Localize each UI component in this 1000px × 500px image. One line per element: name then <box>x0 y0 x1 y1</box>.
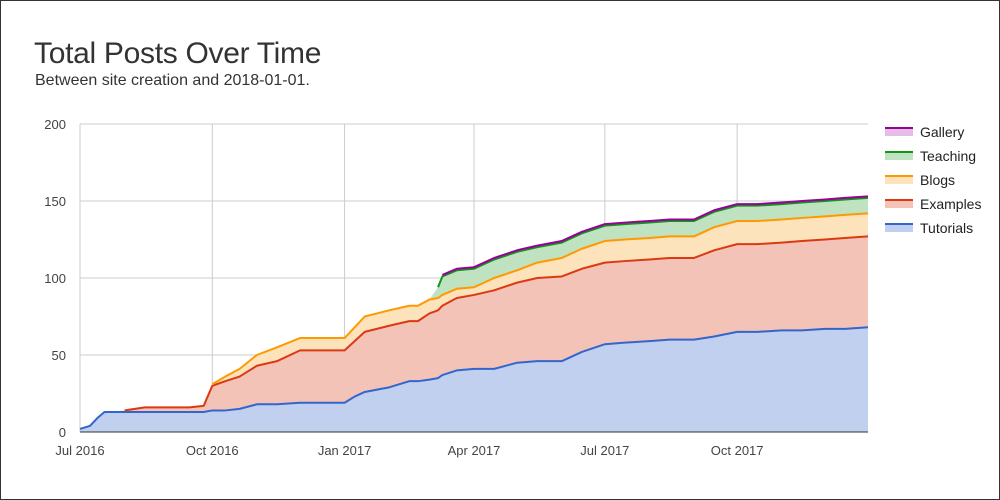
line-gallery <box>441 195 869 276</box>
x-tick-label: Jan 2017 <box>318 443 372 458</box>
y-tick-label: 0 <box>59 425 66 440</box>
chart-subtitle: Between site creation and 2018-01-01. <box>35 72 310 89</box>
legend-swatch-teaching <box>885 152 913 160</box>
y-tick-label: 50 <box>52 348 66 363</box>
legend-swatch-blogs <box>885 176 913 184</box>
legend-label-examples: Examples <box>920 196 981 212</box>
area-tutorials <box>80 327 868 432</box>
x-tick-label: Oct 2016 <box>186 443 239 458</box>
legend-label-tutorials: Tutorials <box>920 220 973 236</box>
legend-label-blogs: Blogs <box>920 172 955 188</box>
legend-label-teaching: Teaching <box>920 148 976 164</box>
x-tick-label: Apr 2017 <box>448 443 501 458</box>
chart-title: Total Posts Over Time <box>34 37 322 70</box>
x-tick-label: Jul 2016 <box>55 443 104 458</box>
legend-swatch-gallery <box>885 128 913 136</box>
y-tick-label: 200 <box>44 117 66 132</box>
area-examples <box>80 236 868 429</box>
y-tick-label: 100 <box>44 271 66 286</box>
line-examples <box>124 235 869 412</box>
x-tick-label: Oct 2017 <box>711 443 764 458</box>
legend-swatch-examples <box>885 200 913 208</box>
legend-swatch-tutorials <box>885 224 913 232</box>
line-tutorials <box>79 326 869 430</box>
legend-label-gallery: Gallery <box>920 124 964 140</box>
y-tick-label: 150 <box>44 194 66 209</box>
line-blogs <box>211 212 869 386</box>
x-tick-label: Jul 2017 <box>580 443 629 458</box>
line-teaching <box>437 196 869 288</box>
area-blogs <box>80 213 868 429</box>
